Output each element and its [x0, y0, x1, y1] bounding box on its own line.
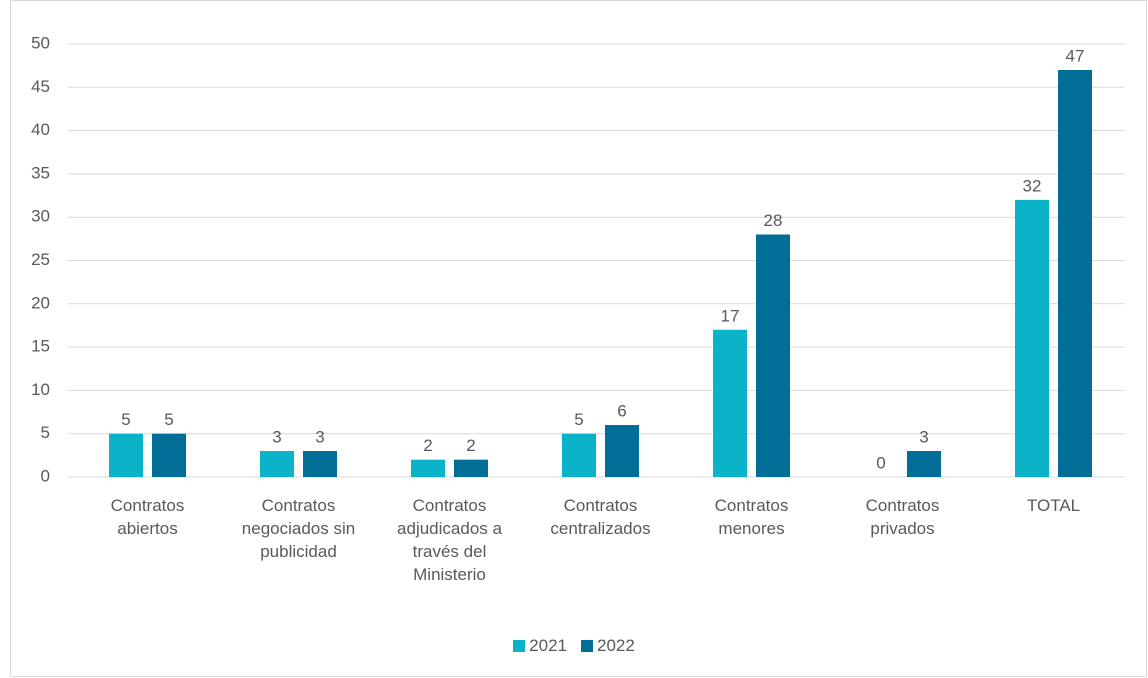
data-label: 0: [876, 453, 885, 472]
data-label: 3: [315, 428, 324, 447]
y-tick-label: 0: [41, 466, 50, 485]
data-label: 5: [574, 410, 583, 429]
x-tick-label: Contratos adjudicados a través del Minis…: [397, 496, 502, 584]
legend-swatch: [513, 640, 526, 652]
legend-label: 2021: [529, 636, 567, 655]
data-label: 5: [164, 410, 173, 429]
legend-item: 2022: [581, 636, 635, 656]
y-tick-label: 10: [31, 380, 50, 399]
x-tick-label: Contratos privados: [865, 496, 940, 538]
x-tick-label: Contratos menores: [714, 496, 789, 538]
x-tick-label: TOTAL: [1026, 496, 1081, 515]
data-label: 17: [721, 306, 740, 325]
x-tick-label: Contratos negociados sin publicidad: [241, 496, 356, 561]
bar: [907, 451, 941, 477]
bar: [109, 433, 143, 477]
bar: [713, 329, 747, 477]
y-tick-label: 40: [31, 120, 50, 139]
y-tick-label: 20: [31, 293, 50, 312]
data-label: 32: [1023, 176, 1042, 195]
data-label: 5: [121, 410, 130, 429]
data-label: 47: [1066, 46, 1085, 65]
y-tick-label: 50: [31, 33, 50, 52]
y-tick-label: 15: [31, 337, 50, 356]
bar: [756, 234, 790, 477]
data-label: 3: [919, 428, 928, 447]
data-label: 2: [423, 436, 432, 455]
data-label: 3: [272, 428, 281, 447]
bar: [1015, 199, 1049, 477]
bar: [562, 433, 596, 477]
bar: [605, 425, 639, 477]
data-label: 6: [617, 402, 626, 421]
data-label: 28: [764, 211, 783, 230]
bar: [152, 433, 186, 477]
x-tick-label: Contratos abiertos: [110, 496, 185, 538]
bar: [454, 459, 488, 477]
y-tick-label: 45: [31, 77, 50, 96]
y-tick-label: 35: [31, 163, 50, 182]
bar: [411, 459, 445, 477]
y-tick-label: 25: [31, 250, 50, 269]
data-label: 2: [466, 436, 475, 455]
y-tick-label: 30: [31, 207, 50, 226]
legend-swatch: [581, 640, 593, 652]
x-tick-label: Contratos centralizados: [550, 496, 651, 538]
bar: [303, 451, 337, 477]
legend-item: 2021: [513, 636, 567, 656]
legend: 2021 2022: [0, 636, 1148, 656]
chart-border: [10, 0, 1147, 677]
legend-label: 2022: [597, 636, 635, 655]
y-tick-label: 5: [41, 423, 50, 442]
bar: [1058, 69, 1092, 477]
bar: [260, 451, 294, 477]
